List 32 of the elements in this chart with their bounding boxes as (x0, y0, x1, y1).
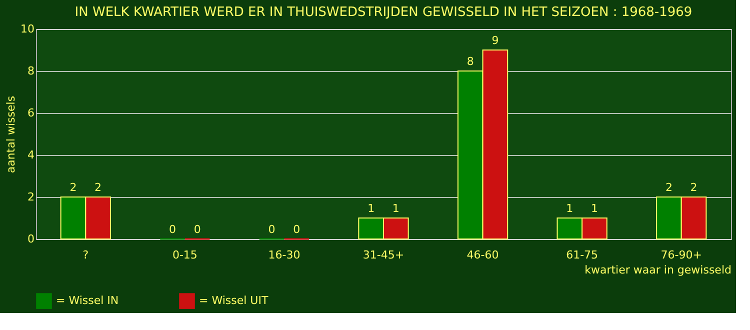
y-tick-label: 4 (28, 148, 34, 162)
x-tick-label: 46-60 (466, 248, 499, 262)
data-label: 1 (590, 202, 598, 215)
x-axis-title: kwartier waar in gewisseld (584, 264, 732, 276)
y-axis-title: aantal wissels (4, 96, 18, 174)
data-label: 1 (392, 202, 400, 215)
data-label: 2 (665, 181, 672, 194)
y-tick-label: 10 (20, 22, 34, 36)
data-label: 0 (194, 223, 201, 236)
data-label: 0 (268, 223, 276, 236)
x-tick-label: ? (82, 248, 89, 262)
data-label: 2 (94, 181, 102, 194)
x-tick-label: 31-45+ (362, 248, 404, 262)
y-tick-label: 2 (28, 190, 34, 204)
data-label: 1 (566, 202, 574, 215)
x-tick-label: 76-90+ (660, 248, 702, 262)
y-tick-label: 8 (28, 64, 34, 78)
data-label: 1 (368, 202, 375, 215)
x-tick-label: 16-30 (268, 248, 300, 262)
chart-title: IN WELK KWARTIER WERD ER IN THUISWEDSTRIJDEN GEWISSELD IN HET SEIZOEN : 1968-1969 (74, 5, 692, 20)
data-label: 2 (690, 181, 698, 194)
data-label: 0 (169, 223, 176, 236)
data-label: 0 (293, 223, 300, 236)
data-label: 2 (70, 181, 77, 194)
legend-label: = Wissel IN (56, 294, 119, 308)
x-tick-label: 0-15 (172, 248, 198, 262)
legend-label: = Wissel UIT (199, 294, 268, 308)
data-label: 9 (492, 34, 499, 47)
y-tick-label: 6 (28, 106, 34, 120)
data-label: 8 (466, 55, 474, 68)
x-tick-label: 61-75 (566, 248, 598, 262)
y-tick-label: 0 (28, 232, 34, 246)
